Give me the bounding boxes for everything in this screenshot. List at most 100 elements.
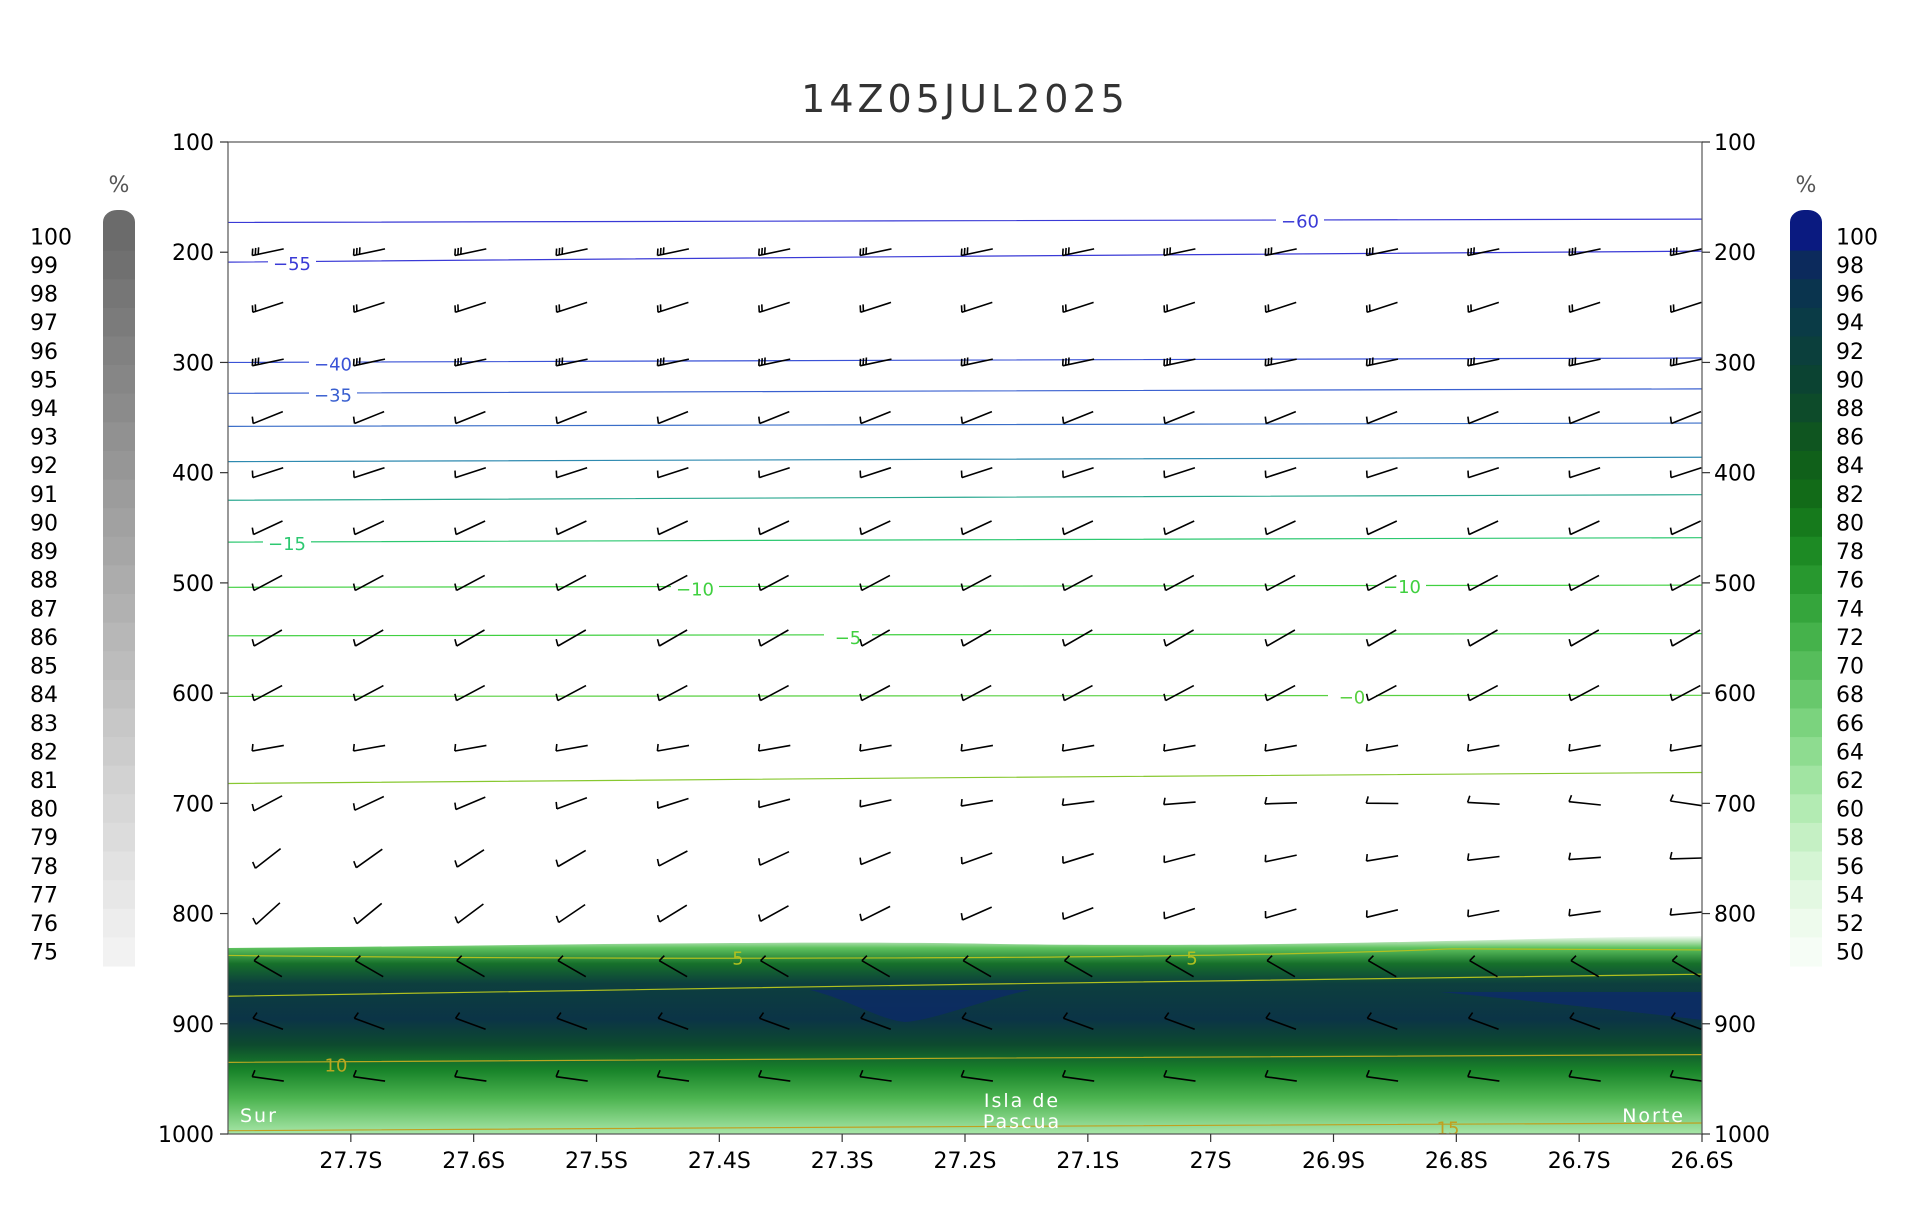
wind-barb (1467, 684, 1499, 702)
isotherm-line (228, 218, 1702, 224)
wind-barb (1467, 629, 1498, 647)
y-tick-label-right: 1000 (1714, 1123, 1770, 1148)
wind-barb (555, 466, 588, 479)
wind-barb (454, 574, 486, 592)
right-colorbar-label: 90 (1836, 368, 1864, 393)
right-colorbar-label: 74 (1836, 597, 1864, 622)
wind-barb (859, 247, 892, 257)
wind-barb (658, 955, 688, 978)
wind-barb (1467, 1069, 1500, 1082)
wind-barb (960, 574, 992, 592)
wind-barb (456, 955, 485, 978)
wind-barb (251, 795, 283, 812)
wind-barb (859, 410, 891, 425)
wind-barb (1669, 466, 1702, 479)
left-colorbar-swatch (103, 307, 135, 338)
y-tick-label-left: 300 (172, 351, 214, 376)
wind-barb (859, 574, 891, 592)
wind-barb (859, 357, 892, 367)
right-colorbar-label: 50 (1836, 941, 1864, 966)
wind-barb (859, 629, 891, 647)
wind-barb (1264, 629, 1296, 647)
isotherm-line (228, 537, 1702, 543)
wind-barb (352, 629, 384, 647)
contour-label: −55 (273, 254, 311, 275)
wind-barb (1568, 520, 1600, 536)
wind-barb (1264, 410, 1297, 425)
wind-barb (1570, 955, 1600, 978)
left-colorbar-swatch (103, 365, 135, 395)
right-colorbar-swatch (1790, 651, 1822, 681)
contour-label: −0 (1339, 687, 1366, 708)
isotherm-line (228, 584, 1702, 588)
wind-barb (960, 743, 994, 752)
left-colorbar-unit: % (109, 173, 130, 198)
left-colorbar-label: 77 (30, 883, 58, 908)
wind-barb (1466, 795, 1500, 805)
x-tick-label: 26.7S (1548, 1149, 1611, 1174)
wind-barb (1669, 794, 1703, 807)
wind-barb (656, 904, 688, 923)
wind-barb (1062, 852, 1094, 864)
right-colorbar-label: 98 (1836, 254, 1864, 279)
contour-label-bg (263, 533, 311, 554)
wind-barb (1365, 466, 1398, 479)
wind-barb (1061, 1069, 1095, 1082)
wind-barb (1163, 357, 1196, 367)
wind-barb (352, 574, 384, 592)
left-colorbar-swatch (103, 679, 135, 710)
wind-barb (454, 520, 486, 536)
wind-barb (1061, 907, 1094, 921)
x-tick-label: 27.1S (1056, 1149, 1119, 1174)
wind-barb (555, 410, 587, 425)
y-tick-label-right: 600 (1714, 682, 1756, 707)
wind-barb (1365, 357, 1399, 367)
wind-barb (353, 1012, 385, 1031)
left-colorbar-label: 84 (30, 683, 58, 708)
y-tick-label-left: 600 (172, 682, 214, 707)
wind-barb (1365, 854, 1399, 862)
wind-barb (1568, 1069, 1601, 1082)
wind-barbs (251, 247, 1703, 1082)
wind-barb (1264, 854, 1297, 863)
left-colorbar-swatch (103, 336, 135, 366)
left-colorbar: % 100 99 98 97 96 95 94 93 92 91 90 89 88 87 86 85 84 83 8… (30, 173, 135, 967)
contour-label-bg (268, 253, 316, 274)
wind-barb (960, 684, 992, 702)
wind-barb (656, 357, 690, 367)
wind-barb (961, 1012, 993, 1031)
right-colorbar-swatch (1790, 307, 1822, 338)
contour-label-bg (671, 578, 719, 599)
left-colorbar-swatch (103, 250, 135, 280)
wind-barb (352, 466, 385, 479)
wind-barb (251, 466, 284, 479)
wind-barb (352, 684, 384, 702)
wind-barb (1568, 743, 1601, 752)
right-colorbar-label: 62 (1836, 769, 1864, 794)
left-colorbar-swatch (103, 508, 135, 538)
wind-barb (1264, 357, 1297, 367)
contour-label: 5 (732, 949, 743, 970)
left-colorbar-label: 99 (30, 254, 58, 279)
x-tick-label: 27.3S (811, 1149, 874, 1174)
right-colorbar-swatch (1790, 679, 1822, 710)
wind-barb (1467, 574, 1499, 592)
left-colorbar-label: 75 (30, 941, 58, 966)
right-colorbar-swatch (1790, 594, 1822, 624)
wind-barb (555, 849, 587, 868)
wind-barb (656, 574, 688, 592)
wind-barb (859, 851, 891, 866)
wind-barb (1568, 574, 1600, 592)
wind-barb (352, 795, 385, 811)
wind-barb (960, 629, 992, 647)
right-colorbar-swatch (1790, 250, 1822, 280)
y-tick-label-left: 400 (172, 462, 214, 487)
wind-barb (656, 850, 688, 867)
isotherm-line (228, 632, 1702, 637)
contour-label: −10 (676, 579, 714, 600)
wind-barb (352, 357, 386, 367)
contour-label-bg (1378, 576, 1426, 597)
wind-barb (758, 1012, 790, 1031)
left-colorbar-swatch (103, 622, 135, 652)
wind-barb (454, 301, 487, 314)
